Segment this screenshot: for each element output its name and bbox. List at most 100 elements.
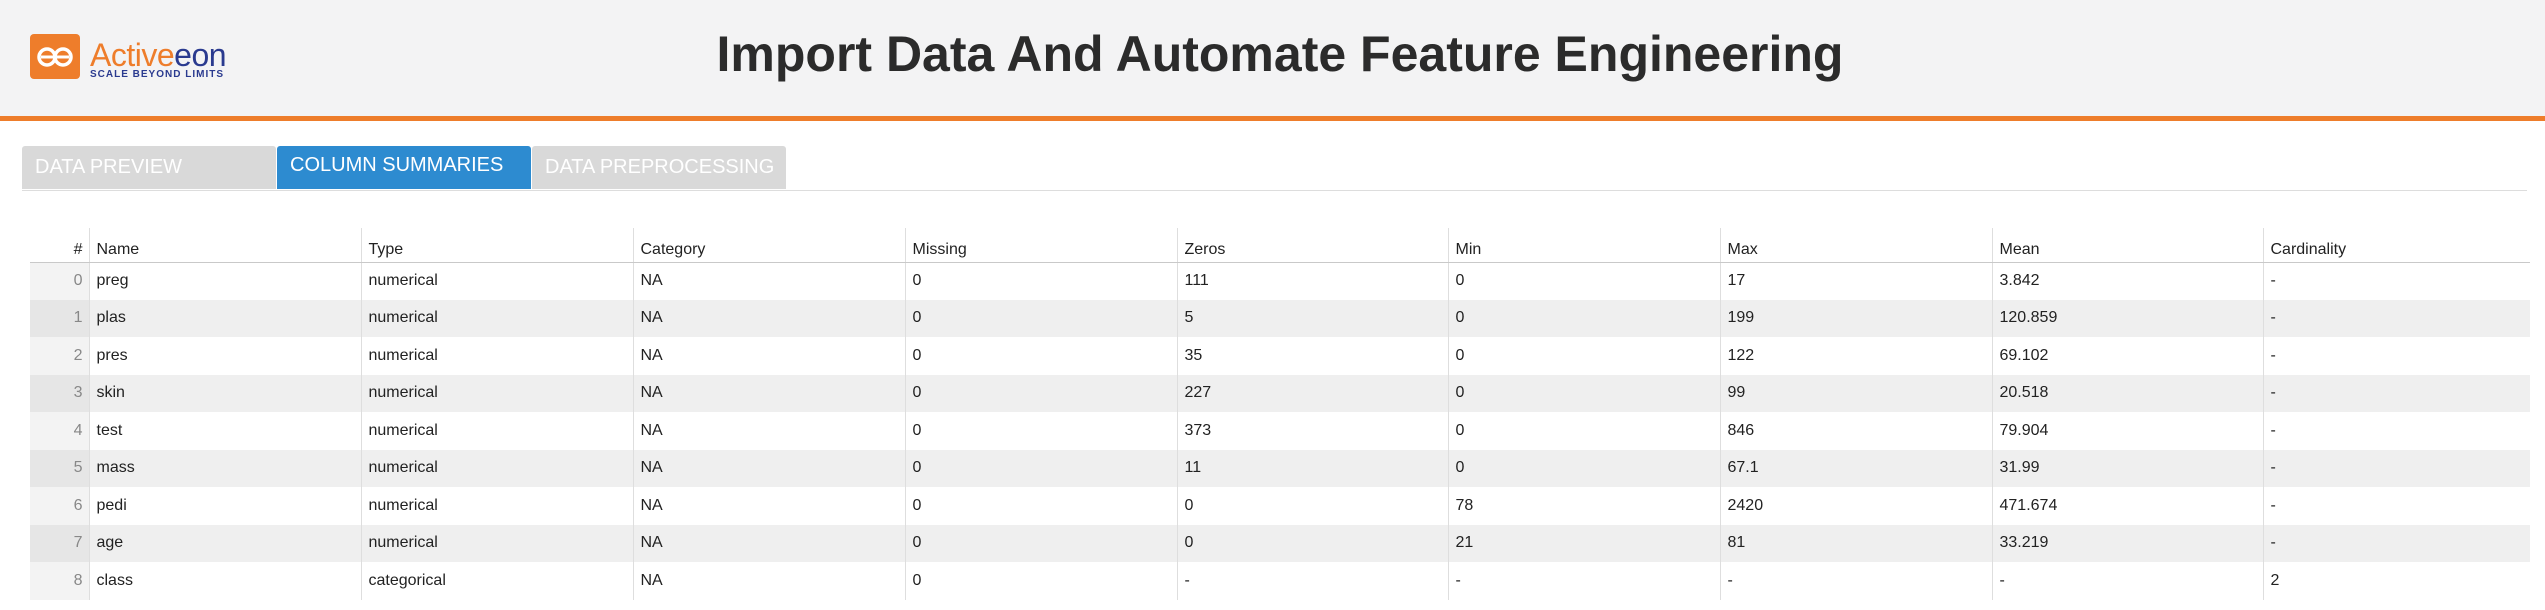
cell-zeros: 5 [1176, 299, 1448, 337]
cell-cardinality: - [2262, 449, 2530, 487]
cell-type: categorical [360, 562, 633, 600]
column-header-zeros[interactable]: Zeros [1176, 228, 1448, 263]
tab-data-preview[interactable]: DATA PREVIEW [22, 146, 276, 189]
column-header-category[interactable]: Category [632, 228, 905, 263]
cell-max: 17 [1719, 262, 1992, 300]
table-row[interactable]: 2 pres numerical NA 0 35 0 122 69.102 - [30, 337, 2530, 375]
cell-cardinality: - [2262, 299, 2530, 337]
table-header-row: # Name Type Category Missing Zeros Min M… [30, 228, 2530, 263]
cell-max: 99 [1719, 374, 1992, 412]
column-header-missing[interactable]: Missing [904, 228, 1177, 263]
table-row[interactable]: 3 skin numerical NA 0 227 0 99 20.518 - [30, 374, 2530, 412]
cell-name: pedi [88, 487, 361, 525]
cell-category: NA [632, 337, 905, 375]
cell-category: NA [632, 262, 905, 300]
cell-min: - [1447, 562, 1720, 600]
cell-category: NA [632, 562, 905, 600]
cell-min: 0 [1447, 262, 1720, 300]
cell-zeros: 111 [1176, 262, 1448, 300]
cell-category: NA [632, 412, 905, 450]
logo-wordmark-part1: Active [90, 37, 175, 73]
table-row[interactable]: 7 age numerical NA 0 0 21 81 33.219 - [30, 524, 2530, 562]
row-index: 3 [30, 374, 89, 412]
cell-cardinality: - [2262, 524, 2530, 562]
cell-type: numerical [360, 299, 633, 337]
tab-column-summaries[interactable]: COLUMN SUMMARIES [277, 146, 531, 189]
table-row[interactable]: 0 preg numerical NA 0 111 0 17 3.842 - [30, 262, 2530, 300]
cell-type: numerical [360, 337, 633, 375]
cell-zeros: 227 [1176, 374, 1448, 412]
cell-zeros: - [1176, 562, 1448, 600]
cell-type: numerical [360, 487, 633, 525]
table-row[interactable]: 8 class categorical NA 0 - - - - 2 [30, 562, 2530, 600]
row-index: 1 [30, 299, 89, 337]
column-summaries-table: # Name Type Category Missing Zeros Min M… [30, 228, 2530, 600]
cell-missing: 0 [904, 524, 1177, 562]
table-row[interactable]: 6 pedi numerical NA 0 0 78 2420 471.674 … [30, 487, 2530, 525]
activeeon-logo[interactable]: Activeeon SCALE BEYOND LIMITS [30, 31, 250, 83]
logo-tagline: SCALE BEYOND LIMITS [90, 69, 225, 80]
cell-cardinality: - [2262, 412, 2530, 450]
cell-name: age [88, 524, 361, 562]
cell-max: 199 [1719, 299, 1992, 337]
column-header-max[interactable]: Max [1719, 228, 1992, 263]
cell-name: test [88, 412, 361, 450]
column-header-cardinality[interactable]: Cardinality [2262, 228, 2530, 263]
tab-data-preprocessing[interactable]: DATA PREPROCESSING [532, 146, 786, 189]
cell-cardinality: 2 [2262, 562, 2530, 600]
cell-zeros: 11 [1176, 449, 1448, 487]
cell-min: 21 [1447, 524, 1720, 562]
cell-mean: 79.904 [1991, 412, 2263, 450]
cell-missing: 0 [904, 487, 1177, 525]
cell-max: - [1719, 562, 1992, 600]
cell-type: numerical [360, 524, 633, 562]
cell-max: 2420 [1719, 487, 1992, 525]
cell-zeros: 373 [1176, 412, 1448, 450]
cell-mean: 31.99 [1991, 449, 2263, 487]
logo-wordmark-part2: eon [174, 37, 227, 73]
row-index: 6 [30, 487, 89, 525]
column-header-name[interactable]: Name [88, 228, 361, 263]
column-header-mean[interactable]: Mean [1991, 228, 2263, 263]
cell-name: preg [88, 262, 361, 300]
cell-missing: 0 [904, 374, 1177, 412]
cell-min: 0 [1447, 299, 1720, 337]
cell-category: NA [632, 524, 905, 562]
cell-cardinality: - [2262, 487, 2530, 525]
cell-cardinality: - [2262, 262, 2530, 300]
cell-min: 78 [1447, 487, 1720, 525]
cell-max: 122 [1719, 337, 1992, 375]
column-header-type[interactable]: Type [360, 228, 633, 263]
cell-cardinality: - [2262, 337, 2530, 375]
table-row[interactable]: 5 mass numerical NA 0 11 0 67.1 31.99 - [30, 449, 2530, 487]
column-header-min[interactable]: Min [1447, 228, 1720, 263]
cell-name: skin [88, 374, 361, 412]
row-index: 0 [30, 262, 89, 300]
cell-name: mass [88, 449, 361, 487]
cell-max: 81 [1719, 524, 1992, 562]
row-index: 8 [30, 562, 89, 600]
cell-name: plas [88, 299, 361, 337]
cell-mean: 20.518 [1991, 374, 2263, 412]
row-index: 5 [30, 449, 89, 487]
cell-type: numerical [360, 449, 633, 487]
cell-category: NA [632, 487, 905, 525]
cell-missing: 0 [904, 262, 1177, 300]
cell-name: pres [88, 337, 361, 375]
cell-mean: - [1991, 562, 2263, 600]
table-row[interactable]: 4 test numerical NA 0 373 0 846 79.904 - [30, 412, 2530, 450]
cell-min: 0 [1447, 449, 1720, 487]
table-row[interactable]: 1 plas numerical NA 0 5 0 199 120.859 - [30, 299, 2530, 337]
column-header-index[interactable]: # [30, 228, 89, 263]
cell-missing: 0 [904, 299, 1177, 337]
cell-min: 0 [1447, 412, 1720, 450]
row-index: 2 [30, 337, 89, 375]
logo-wordmark: Activeeon [90, 37, 227, 73]
cell-missing: 0 [904, 449, 1177, 487]
activeeon-logo-icon [30, 34, 80, 79]
row-index: 4 [30, 412, 89, 450]
cell-type: numerical [360, 262, 633, 300]
cell-mean: 69.102 [1991, 337, 2263, 375]
cell-category: NA [632, 374, 905, 412]
cell-mean: 120.859 [1991, 299, 2263, 337]
